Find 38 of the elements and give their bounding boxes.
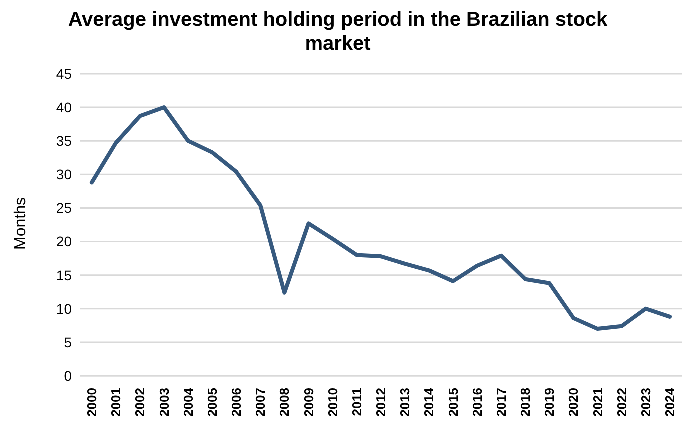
x-tick-label: 2024 (662, 387, 678, 417)
x-tick-label: 2003 (156, 388, 172, 417)
y-tick-label: 20 (56, 234, 72, 250)
line-series (90, 106, 672, 332)
y-tick-label: 45 (56, 66, 72, 82)
x-tick-label: 2002 (132, 388, 148, 417)
x-tick-label: 2000 (84, 388, 100, 417)
x-tick-label: 2019 (542, 388, 558, 417)
y-tick-label: 25 (56, 200, 72, 216)
y-tick-label: 10 (56, 300, 72, 317)
x-tick-label: 2005 (204, 388, 220, 417)
x-tick-label: 2009 (301, 388, 316, 417)
y-tick-label: 5 (64, 334, 72, 350)
y-tick-label: 40 (56, 100, 72, 116)
x-tick-label: 2021 (590, 388, 606, 417)
y-tick-label: 35 (56, 133, 72, 150)
x-tick-label: 2017 (494, 388, 509, 417)
x-tick-label: 2018 (518, 388, 533, 417)
x-tick-label: 2023 (638, 388, 654, 417)
chart-title: Average investment holding period in the Brazilian stock market (67, 8, 609, 56)
x-tick-label: 2012 (374, 388, 388, 417)
x-tick-label: 2010 (325, 388, 340, 417)
y-axis-title: Months (12, 198, 30, 250)
x-tick-label: 2016 (470, 388, 485, 417)
x-tick-label: 2007 (253, 388, 268, 417)
x-tick-label: 2022 (614, 388, 630, 417)
x-tick-label: 2013 (398, 388, 413, 417)
x-tick-label: 2014 (422, 387, 437, 417)
x-tick-label: 2008 (277, 388, 292, 417)
x-tick-label: 2015 (446, 388, 461, 417)
y-tick-label: 0 (64, 368, 72, 384)
x-tick-label: 2020 (566, 388, 582, 417)
y-tick-label: 15 (56, 267, 72, 284)
y-tick-label: 30 (56, 166, 72, 183)
x-tick-label: 2006 (229, 388, 244, 417)
x-tick-label: 2001 (108, 388, 124, 417)
x-tick-label: 2011 (349, 388, 364, 416)
x-tick-label: 2004 (180, 387, 196, 417)
